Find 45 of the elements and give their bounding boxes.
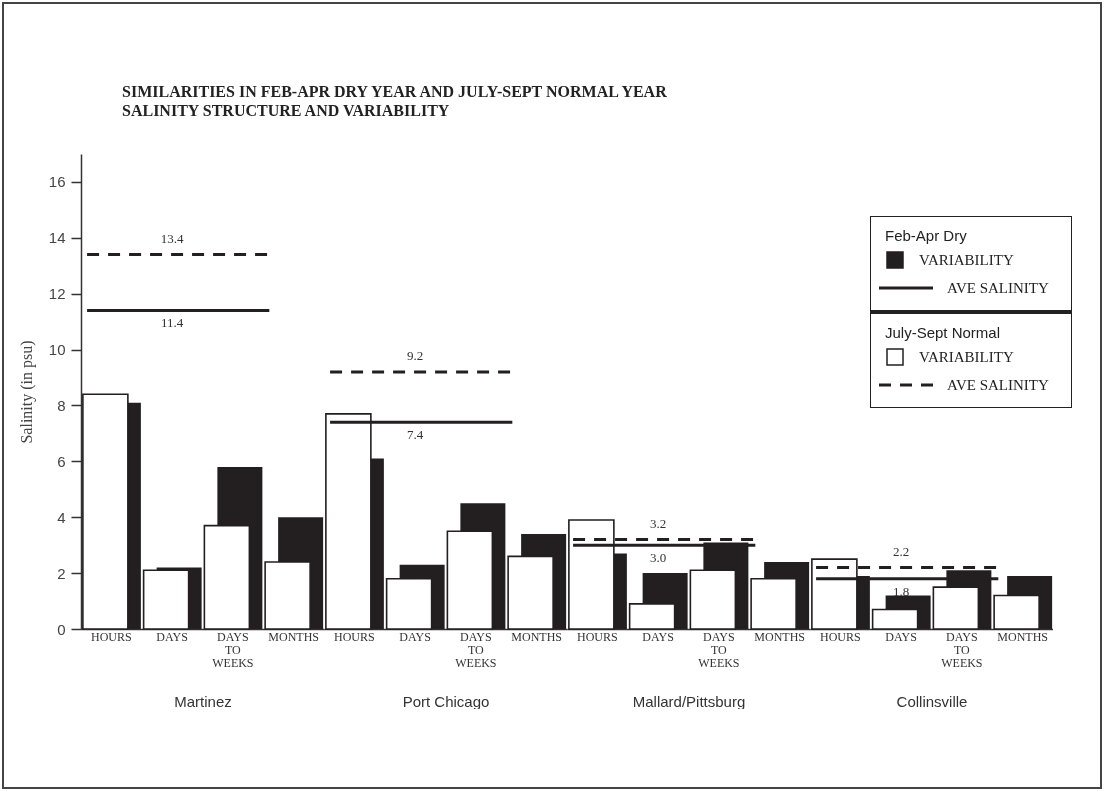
- y-tick-label: 4: [57, 508, 66, 526]
- x-tick-label: DAYS TO WEEKS: [698, 629, 740, 670]
- x-tick-label: HOURS: [577, 629, 618, 644]
- annotation: July-Sept Normal: [884, 323, 1002, 341]
- y-tick-label: 16: [48, 173, 66, 191]
- x-tick-label: DAYS TO WEEKS: [212, 629, 254, 670]
- x-tick-label: MONTHS: [754, 629, 805, 644]
- y-tick-label: 8: [57, 396, 66, 414]
- data-label: 7.4: [407, 427, 424, 443]
- y-tick-label: 12: [48, 285, 66, 303]
- x-tick-label: HOURS: [334, 629, 375, 644]
- x-tick-label: MONTHS: [511, 629, 562, 644]
- y-tick-label: 14: [48, 229, 66, 247]
- annotation: Feb-Apr Dry: [884, 226, 968, 244]
- data-label: 2.2: [893, 543, 910, 559]
- y-axis-title: Salinity (in psu): [17, 340, 36, 444]
- y-tick-label: 6: [57, 452, 66, 470]
- x-tick-label: DAYS: [156, 629, 188, 644]
- x-tick-label: MONTHS: [997, 629, 1048, 644]
- legend-label: VARIABILITY: [919, 348, 1014, 366]
- data-label: 3.2: [650, 515, 667, 531]
- data-label: 11.4: [160, 315, 184, 331]
- x-tick-label: DAYS: [399, 629, 431, 644]
- x-tick-label: DAYS: [642, 629, 674, 644]
- x-axis-title: Martinez: [174, 692, 232, 710]
- x-tick-label: MONTHS: [268, 629, 319, 644]
- y-tick-label: 2: [57, 564, 66, 582]
- y-tick-label: 0: [57, 620, 66, 638]
- data-label: 3.0: [650, 550, 667, 566]
- legend-label: VARIABILITY: [919, 251, 1014, 269]
- x-tick-label: DAYS: [885, 629, 917, 644]
- x-axis-title: Mallard/Pittsburg: [632, 692, 746, 710]
- x-tick-label: DAYS TO WEEKS: [941, 629, 983, 670]
- text: SIMILARITIES IN FEB-APR DRY YEAR AND JULY-SEPT NORMAL YEAR SALINITY STRUCTURE AND VARIABILITY: [122, 82, 667, 120]
- data-label: 13.4: [160, 230, 184, 246]
- x-axis-title: Collinsville: [896, 692, 968, 710]
- legend-label: AVE SALINITY: [947, 279, 1049, 297]
- x-tick-label: HOURS: [820, 629, 861, 644]
- x-axis-title: Port Chicago: [402, 692, 490, 710]
- legend-label: AVE SALINITY: [947, 376, 1049, 394]
- x-tick-label: HOURS: [91, 629, 132, 644]
- data-label: 9.2: [407, 347, 424, 363]
- y-tick-label: 10: [48, 341, 66, 359]
- data-label: 1.8: [893, 583, 910, 599]
- x-tick-label: DAYS TO WEEKS: [455, 629, 497, 670]
